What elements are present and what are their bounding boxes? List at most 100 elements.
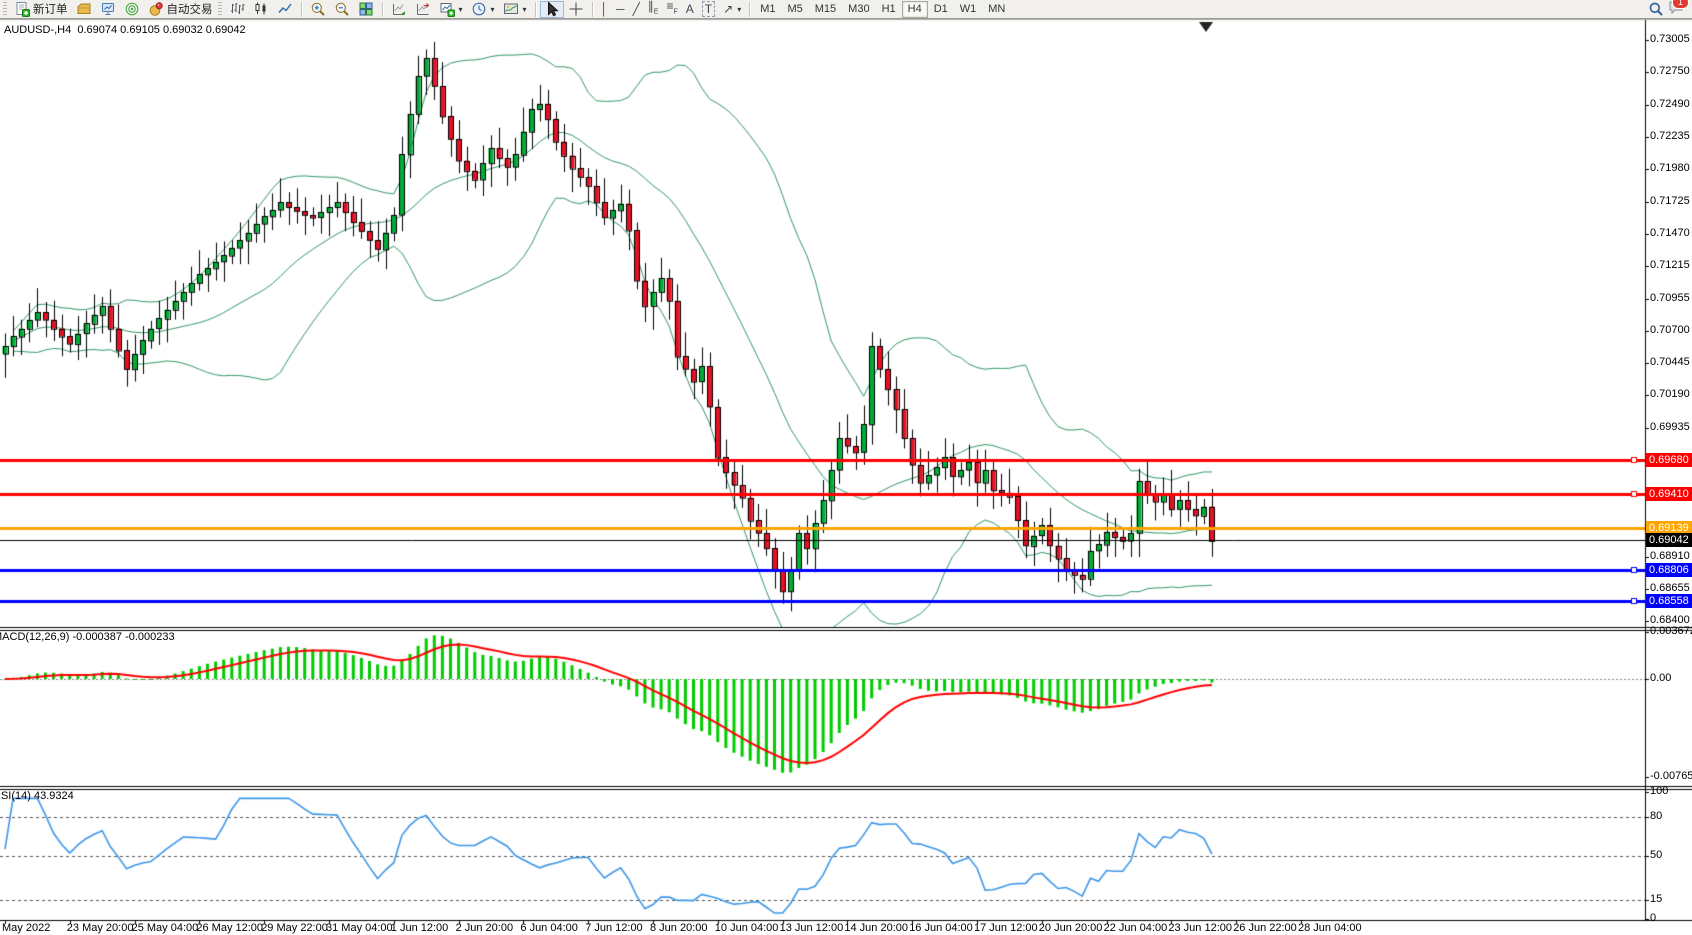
price-tick-label: 0.71215 bbox=[1650, 259, 1690, 271]
time-tick-label: 26 Jun 22:00 bbox=[1233, 922, 1297, 934]
new-order-button[interactable]: 新订单 bbox=[10, 1, 72, 18]
toolbar-grip[interactable] bbox=[217, 2, 222, 16]
cursor-tool-button[interactable] bbox=[539, 0, 564, 18]
vertical-line-icon: │ bbox=[600, 2, 609, 16]
time-tick-label: 8 Jun 20:00 bbox=[650, 922, 708, 934]
sonar-icon bbox=[125, 2, 138, 16]
toolbar-separator bbox=[300, 1, 302, 17]
candlestick-chart-button[interactable] bbox=[249, 1, 273, 18]
dropdown-caret-icon: ▾ bbox=[737, 4, 742, 14]
notifications-button[interactable]: 1 bbox=[1668, 0, 1689, 20]
timeframe-m5[interactable]: M5 bbox=[781, 1, 808, 18]
vertical-line-tool-button[interactable]: │ bbox=[597, 1, 613, 18]
price-tick-label: 0.72235 bbox=[1650, 130, 1690, 143]
horizontal-line-tool-button[interactable]: ─ bbox=[612, 1, 629, 18]
time-tick-label: 14 Jun 20:00 bbox=[844, 922, 909, 934]
new-chart-button[interactable]: ▾ bbox=[435, 1, 467, 18]
time-tick-label: 20 Jun 20:00 bbox=[1038, 922, 1103, 934]
time-tick-label: 23 May 20:00 bbox=[66, 922, 134, 934]
timeframe-m15[interactable]: M15 bbox=[809, 1, 842, 18]
chart-shift-button[interactable] bbox=[411, 1, 435, 18]
arrows-icon: ↗ bbox=[723, 2, 734, 16]
profiles-icon bbox=[77, 3, 90, 14]
profiles-button[interactable] bbox=[72, 1, 96, 18]
clock-icon bbox=[472, 2, 485, 16]
data-window-button[interactable] bbox=[120, 1, 144, 18]
channel-icon: ∥E bbox=[647, 0, 659, 16]
new-order-label: 新订单 bbox=[33, 4, 68, 16]
price-tick-label: 0.68655 bbox=[1650, 582, 1690, 595]
price-tick-label: 0.70955 bbox=[1650, 291, 1690, 304]
bar-chart-button[interactable] bbox=[225, 1, 249, 18]
new-order-icon bbox=[16, 2, 30, 17]
channel-tool-button[interactable]: ∥E bbox=[644, 0, 663, 18]
indicator-tick-label: 50 bbox=[1650, 848, 1663, 861]
price-tick-label: 0.70445 bbox=[1650, 356, 1690, 369]
periods-button[interactable]: ▾ bbox=[467, 1, 499, 18]
zoom-in-button[interactable] bbox=[306, 1, 330, 18]
time-tick-label: 29 May 22:00 bbox=[261, 922, 328, 934]
dropdown-caret-icon: ▾ bbox=[490, 4, 495, 14]
toolbar: 新订单 bbox=[0, 0, 1692, 19]
auto-scroll-button[interactable] bbox=[387, 1, 411, 18]
zoom-out-button[interactable] bbox=[330, 1, 354, 18]
text-tool-icon: A bbox=[685, 2, 694, 16]
price-line-badge: 0.68558 bbox=[1646, 594, 1692, 609]
arrows-tool-button[interactable]: ↗ ▾ bbox=[719, 1, 745, 18]
market-watch-button[interactable] bbox=[96, 1, 120, 18]
dropdown-caret-icon: ▾ bbox=[458, 4, 463, 14]
fibonacci-icon: ≡F bbox=[666, 0, 678, 16]
timeframe-d1[interactable]: D1 bbox=[928, 1, 954, 18]
search-icon bbox=[1649, 2, 1663, 16]
dropdown-caret-icon: ▾ bbox=[522, 4, 527, 14]
time-tick-label: May 2022 bbox=[2, 922, 51, 934]
horizontal-line-icon: ─ bbox=[616, 2, 625, 16]
fibonacci-tool-button[interactable]: ≡F bbox=[662, 0, 681, 18]
trendline-icon: ╱ bbox=[632, 2, 640, 16]
timeframe-h1[interactable]: H1 bbox=[876, 1, 902, 18]
rsi-label: RSI(14) 43.9324 bbox=[0, 790, 74, 802]
timeframe-w1[interactable]: W1 bbox=[954, 1, 983, 18]
indicator-tick-label: 0.003672 bbox=[1650, 624, 1692, 637]
label-tool-button[interactable]: T bbox=[698, 1, 719, 18]
auto-trading-label: 自动交易 bbox=[166, 4, 213, 16]
text-tool-button[interactable]: A bbox=[682, 1, 698, 18]
price-tick-label: 0.73005 bbox=[1650, 33, 1690, 45]
timeframe-mn[interactable]: MN bbox=[982, 1, 1011, 18]
timeframe-m1[interactable]: M1 bbox=[754, 1, 781, 18]
time-tick-label: 6 Jun 04:00 bbox=[520, 922, 578, 934]
timeframe-m30[interactable]: M30 bbox=[842, 1, 875, 18]
market-watch-icon bbox=[101, 3, 114, 15]
search-button[interactable] bbox=[1644, 1, 1668, 18]
zoom-in-icon bbox=[311, 2, 325, 16]
trendline-tool-button[interactable]: ╱ bbox=[629, 1, 644, 18]
indicator-tick-label: 80 bbox=[1650, 810, 1663, 823]
time-tick-label: 25 May 04:00 bbox=[131, 922, 199, 934]
template-icon bbox=[503, 3, 518, 14]
tile-windows-button[interactable] bbox=[354, 1, 378, 18]
chart-title: AUDUSD-,H4 0.69074 0.69105 0.69032 0.690… bbox=[4, 24, 246, 36]
price-tick-label: 0.68400 bbox=[1650, 614, 1690, 627]
templates-button[interactable]: ▾ bbox=[499, 1, 531, 18]
timeframe-h4[interactable]: H4 bbox=[901, 0, 928, 18]
candlestick-chart-icon bbox=[255, 2, 265, 15]
line-chart-icon bbox=[277, 3, 292, 13]
price-tick-label: 0.69935 bbox=[1650, 420, 1690, 433]
price-line-badge: 0.69680 bbox=[1646, 452, 1692, 467]
cursor-icon bbox=[547, 1, 559, 17]
line-chart-button[interactable] bbox=[273, 1, 297, 18]
toolbar-grip[interactable] bbox=[3, 2, 7, 16]
auto-scroll-icon bbox=[392, 4, 405, 15]
time-tick-label: 17 Jun 12:00 bbox=[974, 922, 1038, 934]
indicator-tick-label: 100 bbox=[1650, 785, 1669, 797]
crosshair-tool-button[interactable] bbox=[564, 1, 588, 18]
auto-trading-button[interactable]: 自动交易 bbox=[144, 1, 217, 18]
price-tick-label: 0.70700 bbox=[1650, 324, 1690, 337]
indicator-tick-label: 0.00 bbox=[1650, 672, 1672, 684]
chart-shift-icon bbox=[416, 3, 429, 15]
price-tick-label: 0.68910 bbox=[1650, 550, 1690, 563]
time-tick-label: 1 Jun 12:00 bbox=[390, 922, 449, 934]
auto-trading-icon bbox=[149, 2, 163, 16]
price-tick-label: 0.70190 bbox=[1650, 388, 1690, 401]
